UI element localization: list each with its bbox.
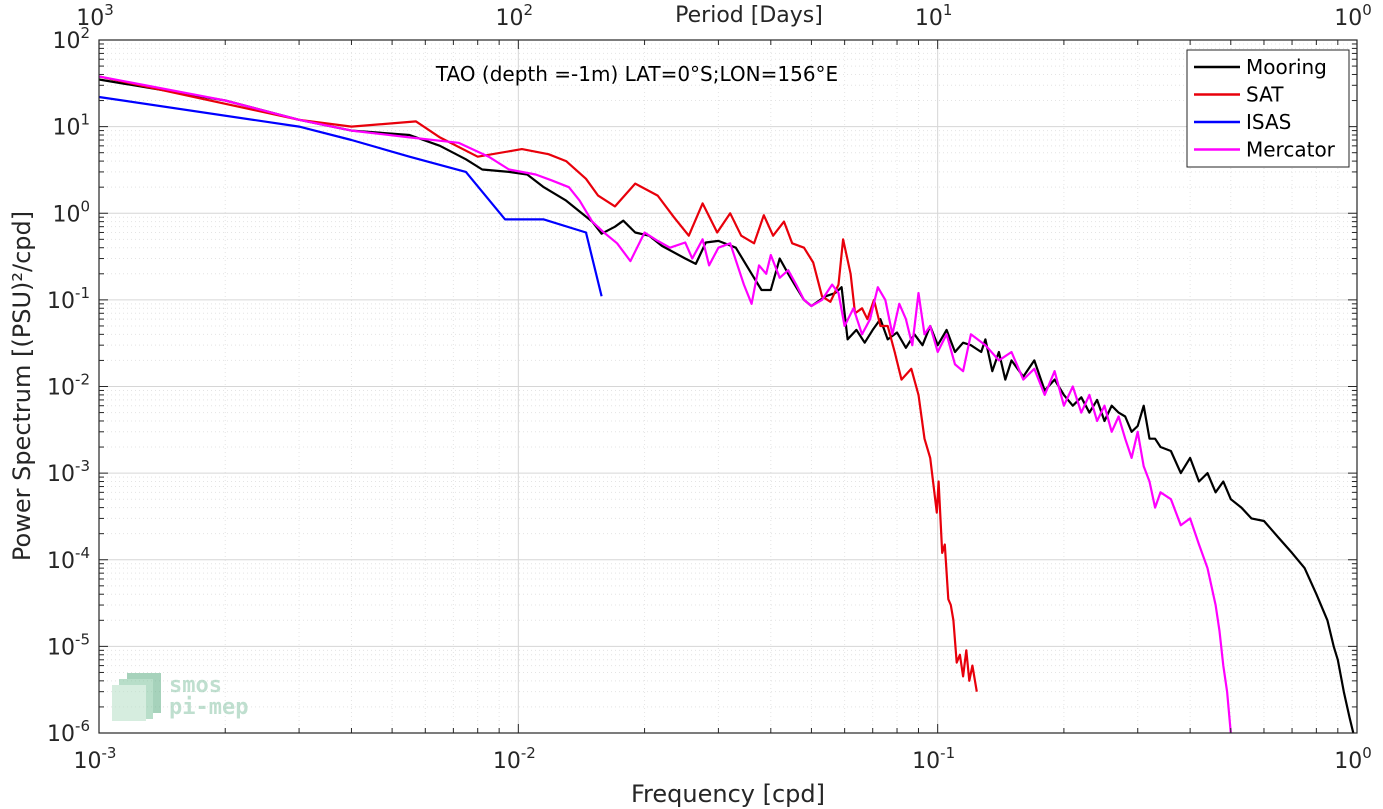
y-tick-labels: 102 101 100 10-1 10-2 10-3 10-4 10-5 10-6 bbox=[47, 24, 90, 747]
legend-label: Mooring bbox=[1246, 55, 1327, 79]
y-tick-label: 10-6 bbox=[47, 717, 90, 747]
top-tick-label: 102 bbox=[496, 1, 534, 31]
series-line-mercator bbox=[98, 75, 1232, 734]
top-tick-label: 100 bbox=[1334, 1, 1372, 31]
y-tick-label: 10-1 bbox=[47, 284, 90, 314]
x-tick-label: 10-3 bbox=[74, 744, 117, 774]
x-tick-labels: 10-3 10-2 10-1 100 bbox=[74, 744, 1372, 774]
logo-text-smos: smos bbox=[169, 673, 222, 698]
y-tick-label: 10-2 bbox=[47, 371, 90, 401]
y-tick-label: 101 bbox=[52, 111, 90, 141]
logo-mark-front bbox=[112, 685, 146, 721]
series-lines bbox=[98, 75, 1355, 734]
x-tick-label: 10-2 bbox=[493, 744, 536, 774]
y-tick-label: 10-4 bbox=[47, 544, 90, 574]
legend-label: Mercator bbox=[1246, 138, 1336, 162]
grid-lines bbox=[99, 40, 1357, 733]
logo-text-pimep: pi-mep bbox=[169, 695, 248, 720]
series-line-sat bbox=[98, 75, 978, 692]
y-tick-label: 100 bbox=[52, 197, 90, 227]
chart-title: TAO (depth =-1m) LAT=0°S;LON=156°E bbox=[435, 62, 838, 86]
legend-label: SAT bbox=[1246, 83, 1284, 107]
x-axis-label: Frequency [cpd] bbox=[631, 780, 825, 808]
legend-box bbox=[1186, 49, 1350, 168]
y-axis-label: Power Spectrum [(PSU)²/cpd] bbox=[8, 211, 36, 561]
top-axis-label: Period [Days] bbox=[675, 3, 823, 28]
top-tick-labels: 103 102 101 100 bbox=[76, 1, 1372, 31]
smos-pi-mep-logo: smos pi-mep bbox=[112, 673, 248, 721]
top-tick-label: 103 bbox=[76, 1, 114, 31]
tick-marks bbox=[98, 40, 1357, 734]
x-tick-label: 10-1 bbox=[912, 744, 955, 774]
legend-label: ISAS bbox=[1246, 110, 1291, 134]
y-tick-label: 10-5 bbox=[47, 630, 90, 660]
series-line-isas bbox=[98, 95, 603, 297]
legend: Mooring SAT ISAS Mercator bbox=[1186, 49, 1350, 168]
y-tick-label: 10-3 bbox=[47, 457, 90, 487]
top-tick-label: 101 bbox=[915, 1, 953, 31]
series-line-mooring bbox=[98, 78, 1355, 734]
y-tick-label: 102 bbox=[52, 24, 90, 54]
x-tick-label: 100 bbox=[1334, 744, 1372, 774]
